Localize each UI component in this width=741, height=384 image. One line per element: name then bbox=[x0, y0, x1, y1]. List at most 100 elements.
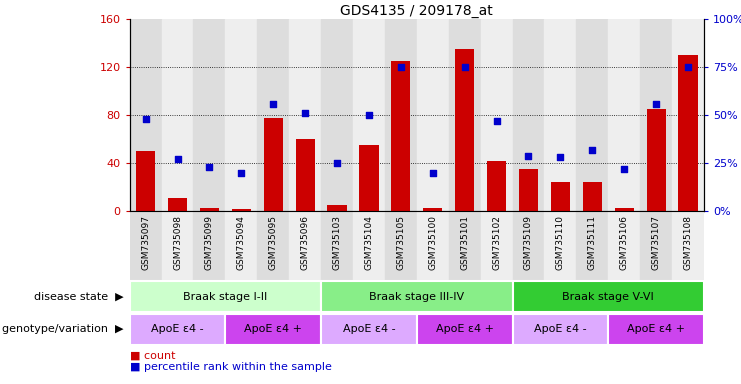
Point bbox=[363, 112, 375, 118]
Text: ■ percentile rank within the sample: ■ percentile rank within the sample bbox=[130, 362, 331, 372]
Text: GSM735105: GSM735105 bbox=[396, 215, 405, 270]
Text: GSM735109: GSM735109 bbox=[524, 215, 533, 270]
Text: ApoE ε4 +: ApoE ε4 + bbox=[436, 324, 494, 334]
Text: ApoE ε4 -: ApoE ε4 - bbox=[342, 324, 395, 334]
Text: GSM735098: GSM735098 bbox=[173, 215, 182, 270]
Bar bbox=[582, 182, 602, 211]
Text: GSM735110: GSM735110 bbox=[556, 215, 565, 270]
Bar bbox=[321, 211, 353, 280]
Text: GSM735102: GSM735102 bbox=[492, 215, 501, 270]
Bar bbox=[168, 198, 187, 211]
Bar bbox=[416, 19, 449, 211]
Bar bbox=[225, 19, 257, 211]
Title: GDS4135 / 209178_at: GDS4135 / 209178_at bbox=[340, 4, 494, 18]
Text: GSM735099: GSM735099 bbox=[205, 215, 214, 270]
Text: GSM735100: GSM735100 bbox=[428, 215, 437, 270]
Bar bbox=[359, 145, 379, 211]
Point bbox=[172, 156, 184, 162]
Point bbox=[491, 118, 502, 124]
Text: GSM735097: GSM735097 bbox=[141, 215, 150, 270]
Bar bbox=[353, 19, 385, 211]
Bar bbox=[321, 281, 513, 312]
Text: ApoE ε4 +: ApoE ε4 + bbox=[627, 324, 685, 334]
Text: GSM735104: GSM735104 bbox=[365, 215, 373, 270]
Text: disease state  ▶: disease state ▶ bbox=[34, 291, 124, 302]
Bar bbox=[519, 169, 538, 211]
Bar bbox=[130, 211, 162, 280]
Point bbox=[140, 116, 152, 122]
Bar bbox=[608, 314, 704, 345]
Text: GSM735107: GSM735107 bbox=[651, 215, 660, 270]
Text: Braak stage V-VI: Braak stage V-VI bbox=[562, 291, 654, 302]
Point bbox=[650, 101, 662, 107]
Bar bbox=[614, 208, 634, 211]
Bar bbox=[264, 118, 283, 211]
Bar bbox=[321, 314, 416, 345]
Bar bbox=[385, 19, 416, 211]
Text: GSM735095: GSM735095 bbox=[269, 215, 278, 270]
Bar bbox=[608, 19, 640, 211]
Bar bbox=[162, 211, 193, 280]
Bar bbox=[232, 209, 251, 211]
Bar bbox=[455, 49, 474, 211]
Bar bbox=[679, 55, 697, 211]
Point bbox=[395, 64, 407, 70]
Bar bbox=[640, 211, 672, 280]
Bar bbox=[193, 211, 225, 280]
Point bbox=[586, 147, 598, 153]
Bar bbox=[513, 314, 608, 345]
Point bbox=[554, 154, 566, 161]
Point bbox=[204, 164, 216, 170]
Text: GSM735101: GSM735101 bbox=[460, 215, 469, 270]
Bar bbox=[136, 151, 155, 211]
Bar bbox=[296, 139, 315, 211]
Text: GSM735108: GSM735108 bbox=[683, 215, 693, 270]
Point bbox=[331, 160, 343, 166]
Text: GSM735094: GSM735094 bbox=[237, 215, 246, 270]
Bar bbox=[416, 314, 513, 345]
Bar bbox=[225, 211, 257, 280]
Bar bbox=[672, 19, 704, 211]
Bar bbox=[328, 205, 347, 211]
Bar bbox=[200, 208, 219, 211]
Bar bbox=[321, 19, 353, 211]
Bar bbox=[162, 19, 193, 211]
Bar bbox=[481, 211, 513, 280]
Bar bbox=[545, 19, 576, 211]
Text: GSM735096: GSM735096 bbox=[301, 215, 310, 270]
Bar bbox=[193, 19, 225, 211]
Point bbox=[299, 110, 311, 116]
Text: Braak stage III-IV: Braak stage III-IV bbox=[369, 291, 465, 302]
Bar bbox=[289, 211, 321, 280]
Bar bbox=[608, 211, 640, 280]
Point bbox=[682, 64, 694, 70]
Bar bbox=[487, 161, 506, 211]
Text: ■ count: ■ count bbox=[130, 351, 175, 361]
Bar bbox=[513, 281, 704, 312]
Bar bbox=[130, 281, 321, 312]
Text: ApoE ε4 -: ApoE ε4 - bbox=[534, 324, 587, 334]
Text: ApoE ε4 +: ApoE ε4 + bbox=[245, 324, 302, 334]
Point bbox=[427, 170, 439, 176]
Bar bbox=[449, 211, 481, 280]
Bar bbox=[130, 19, 162, 211]
Point bbox=[268, 101, 279, 107]
Point bbox=[522, 152, 534, 159]
Bar bbox=[672, 211, 704, 280]
Bar bbox=[551, 182, 570, 211]
Text: Braak stage I-II: Braak stage I-II bbox=[183, 291, 268, 302]
Bar bbox=[225, 314, 321, 345]
Bar bbox=[576, 211, 608, 280]
Point bbox=[618, 166, 630, 172]
Bar bbox=[576, 19, 608, 211]
Bar bbox=[545, 211, 576, 280]
Bar bbox=[257, 19, 289, 211]
Point bbox=[459, 64, 471, 70]
Bar bbox=[423, 208, 442, 211]
Point bbox=[236, 170, 247, 176]
Bar bbox=[257, 211, 289, 280]
Bar bbox=[289, 19, 321, 211]
Text: genotype/variation  ▶: genotype/variation ▶ bbox=[2, 324, 124, 334]
Bar bbox=[449, 19, 481, 211]
Bar bbox=[416, 211, 449, 280]
